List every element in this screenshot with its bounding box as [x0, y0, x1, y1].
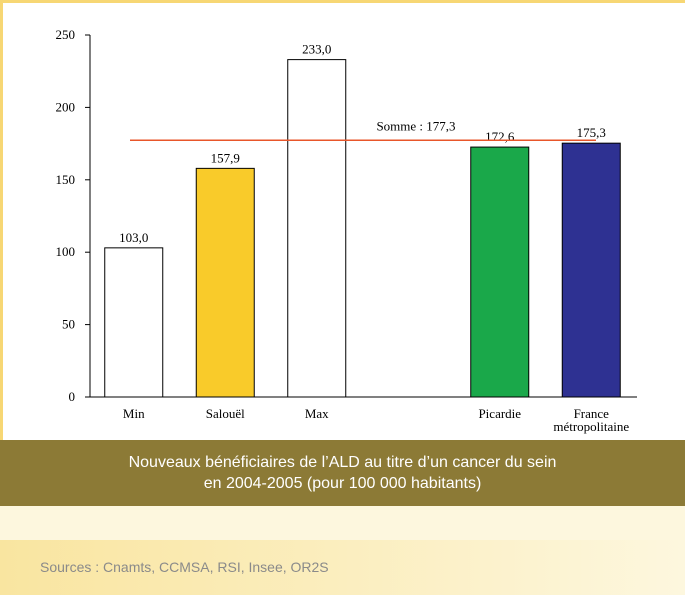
- x-tick-label: Picardie: [478, 406, 522, 421]
- value-label: 103,0: [119, 230, 148, 245]
- chart: 0 50 100 150 200 250 103,0 157,9 233,0 172,6 175,3…: [56, 27, 637, 404]
- x-tick-label: Max: [304, 406, 329, 421]
- chart-title: Nouveaux bénéficiaires de l’ALD au titre…: [128, 454, 557, 471]
- bar: [195, 167, 255, 398]
- bar: [470, 146, 530, 398]
- reference-label: Somme : 177,3: [376, 118, 455, 133]
- value-label: 175,3: [577, 125, 606, 140]
- chart-subtitle: en 2004-2005 (pour 100 000 habitants): [203, 475, 482, 492]
- y-tick-label: 250: [56, 27, 76, 42]
- bar: [104, 247, 164, 398]
- y-tick-label: 0: [69, 389, 76, 404]
- value-label: 157,9: [211, 150, 240, 165]
- x-tick-label: Salouël: [205, 406, 245, 421]
- bar: [561, 142, 621, 398]
- x-tick-label: France métropolitaine: [553, 406, 630, 434]
- bar: [287, 59, 347, 398]
- value-label: 233,0: [302, 42, 331, 57]
- y-tick-label: 150: [56, 172, 76, 187]
- x-tick-label: Min: [122, 406, 145, 421]
- y-tick-label: 200: [56, 99, 76, 114]
- caption: Nouveaux bénéficiaires de l’ALD au titre…: [0, 440, 685, 506]
- y-tick-label: 50: [62, 317, 75, 332]
- y-tick-label: 100: [56, 244, 76, 259]
- source: Sources : Cnamts, CCMSA, RSI, Insee, OR2…: [0, 540, 685, 595]
- value-label: 172,6: [485, 129, 515, 144]
